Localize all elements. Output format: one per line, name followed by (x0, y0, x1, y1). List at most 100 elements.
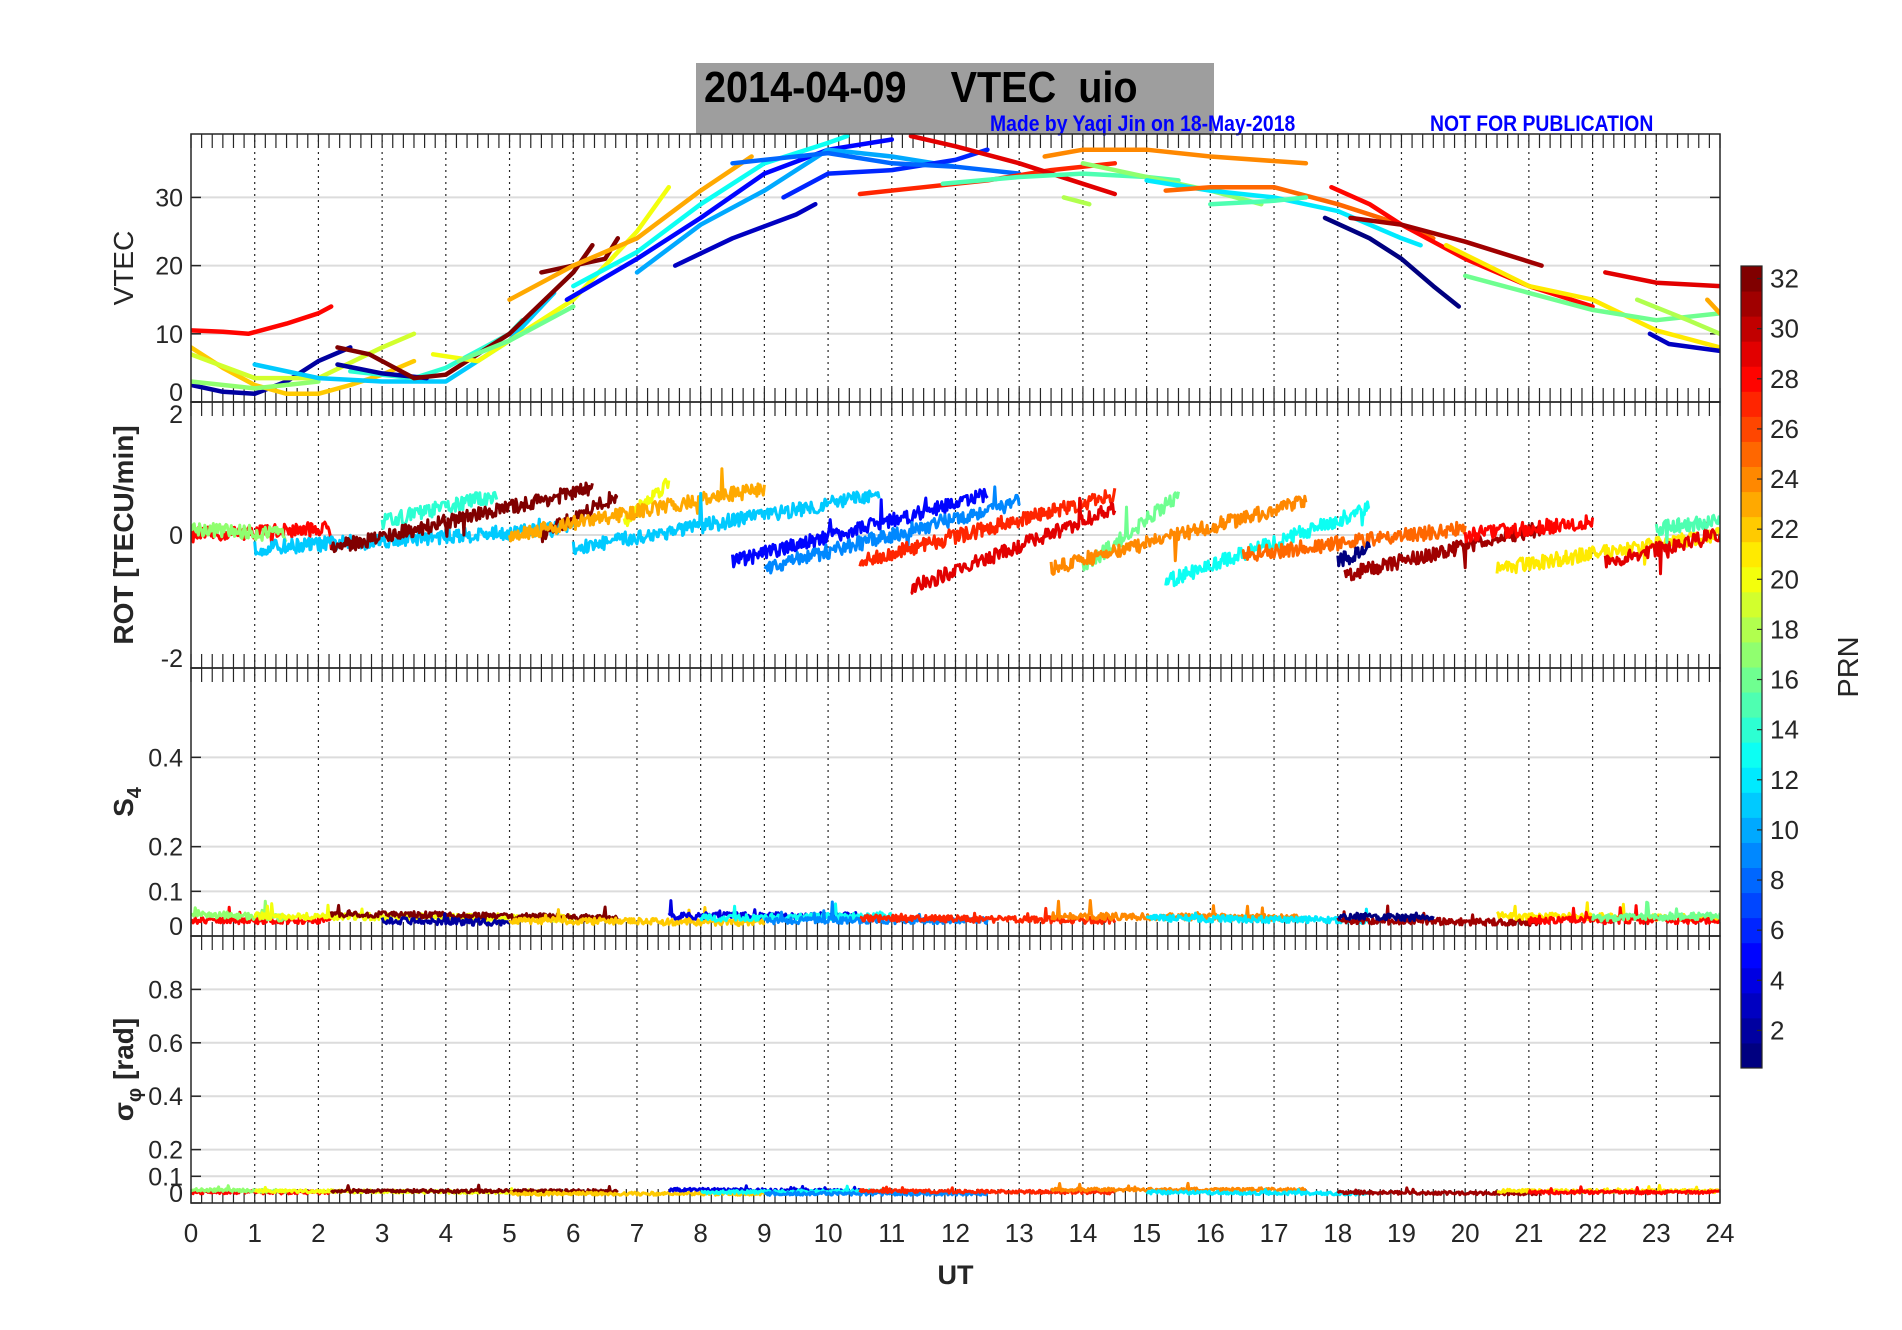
rot-arc-prn-32 (329, 481, 594, 554)
vtec-arc-prn-11 (252, 290, 557, 384)
y-label-main: VTEC (108, 231, 139, 306)
colorbar-label: PRN (1833, 636, 1865, 697)
x-tick-label: 1 (247, 1218, 261, 1248)
x-tick-label: 9 (757, 1218, 771, 1248)
sigma-arc-prn-27 (858, 1185, 1116, 1196)
s4-arc-prn-32 (329, 903, 619, 923)
x-tick-label: 13 (1005, 1218, 1034, 1248)
colorbar-tick-label: 30 (1770, 314, 1799, 344)
colorbar-swatch-prn-31 (1741, 291, 1762, 317)
vtec-arc-prn-5 (564, 137, 895, 302)
rot-arc-prn-14 (380, 490, 499, 530)
rot-arc-prn-17 (191, 522, 288, 544)
sigma-arc-prn-28 (1527, 1185, 1720, 1196)
panel-s4: 00.10.20.4S4 (108, 667, 1721, 941)
rot-arc-prn-24 (1049, 494, 1308, 576)
y-tick-label: 0.2 (148, 834, 183, 862)
colorbar-tick-label: 8 (1770, 865, 1784, 895)
colorbar-swatch-prn-5 (1741, 942, 1762, 969)
rot-arc-prn-11 (253, 517, 575, 557)
colorbar-frame (1740, 265, 1763, 1069)
colorbar-tick-label: 18 (1770, 614, 1799, 644)
colorbar-swatch-prn-16 (1741, 667, 1762, 693)
s4-arc-prn-2 (380, 912, 510, 927)
sigma-series (191, 1181, 1720, 1197)
rot-arc-prn-15 (1654, 513, 1720, 544)
rot-arc-prn-5 (731, 487, 989, 569)
y-tick-label: 0 (169, 522, 183, 550)
x-tick-label: 4 (439, 1218, 453, 1248)
x-tick-label: 21 (1514, 1218, 1543, 1248)
x-tick-label: 23 (1642, 1218, 1671, 1248)
colorbar-tick-label: 4 (1770, 965, 1784, 995)
vtec-arc-prn-16 (456, 304, 576, 364)
x-tick-label: 5 (502, 1218, 516, 1248)
colorbar-swatch-prn-2 (1741, 1017, 1762, 1044)
colorbar-swatch-prn-19 (1741, 591, 1762, 618)
rot-arc-prn-29 (1603, 521, 1720, 576)
x-tick-label: 2 (311, 1218, 325, 1248)
colorbar-swatch-prn-15 (1741, 692, 1762, 718)
vtec-arc-prn-21 (1443, 242, 1720, 350)
y-tick-label: 0 (169, 379, 183, 407)
title-box (696, 63, 1214, 134)
vtec-arc-prn-29 (908, 134, 1118, 197)
colorbar-tick-label: 2 (1770, 1015, 1784, 1045)
y-tick-label: 0 (169, 1180, 183, 1208)
vtec-arc-prn-13 (571, 134, 850, 289)
x-tick-label: 19 (1387, 1218, 1416, 1248)
x-tick-label: 16 (1196, 1218, 1225, 1248)
y-axis-label-sigma: σφ [rad] (108, 1018, 146, 1121)
y-tick-label: 0.1 (148, 1163, 183, 1191)
colorbar-tick-label: 26 (1770, 414, 1799, 444)
y-label-main: ROT [TECU/min] (108, 425, 139, 644)
x-tick-label: 20 (1451, 1218, 1480, 1248)
colorbar-swatch-prn-6 (1741, 917, 1762, 944)
vtec-arc-prn-18 (1634, 297, 1720, 337)
y-tick-label: 0 (169, 913, 183, 941)
colorbar-swatch-prn-3 (1741, 992, 1762, 1019)
colorbar-swatch-prn-28 (1741, 366, 1762, 392)
colorbar-tick-label: 24 (1770, 464, 1799, 494)
vtec-series (191, 134, 1720, 397)
vtec-arc-prn-24 (1042, 147, 1309, 166)
s4-arc-prn-12 (1145, 907, 1371, 925)
rot-arc-prn-29 (910, 496, 1117, 596)
colorbar-tick-label: 12 (1770, 765, 1799, 795)
credit-text: Made by Yaqi Jin on 18-May-2018 (990, 111, 1296, 136)
vtec-arc-prn-3 (1647, 331, 1720, 354)
vtec-arc-prn-31 (1348, 215, 1544, 268)
x-tick-label: 11 (878, 1218, 905, 1248)
y-tick-label: 0.4 (148, 744, 183, 772)
y-tick-label: 30 (155, 184, 183, 212)
y-axis-label-rot: ROT [TECU/min] (108, 425, 139, 644)
s4-arc-prn-9 (763, 900, 989, 926)
colorbar-swatch-prn-17 (1741, 641, 1762, 668)
s4-series (191, 899, 1720, 928)
colorbar-swatch-prn-1 (1741, 1042, 1762, 1069)
rot-arc-prn-11 (571, 489, 881, 556)
axes-box (190, 935, 1721, 1204)
colorbar-swatch-prn-13 (1741, 742, 1762, 768)
vtec-arc-prn-23 (1705, 297, 1720, 316)
rot-arc-prn-25 (1241, 520, 1467, 562)
x-tick-label: 7 (630, 1218, 644, 1248)
x-tick-label: 6 (566, 1218, 580, 1248)
vtec-arc-prn-1 (1322, 215, 1462, 309)
y-label-main: S (108, 798, 139, 817)
vtec-arc-prn-3 (672, 201, 818, 268)
x-tick-label: 14 (1068, 1218, 1097, 1248)
s4-arc-prn-27 (859, 906, 1117, 925)
rot-series (191, 467, 1720, 596)
colorbar-swatch-prn-8 (1741, 867, 1762, 894)
colorbar-swatch-prn-12 (1741, 767, 1762, 793)
notice-text: NOT FOR PUBLICATION (1430, 111, 1654, 136)
colorbar-swatch-prn-9 (1741, 842, 1762, 868)
y-tick-label: 0.1 (148, 878, 183, 906)
colorbar-tick-label: 28 (1770, 364, 1799, 394)
colorbar-swatch-prn-26 (1741, 416, 1762, 442)
y-tick-label: 2 (169, 401, 183, 429)
y-axis-label-vtec: VTEC (108, 231, 139, 306)
vtec-arc-prn-29 (1603, 270, 1720, 289)
